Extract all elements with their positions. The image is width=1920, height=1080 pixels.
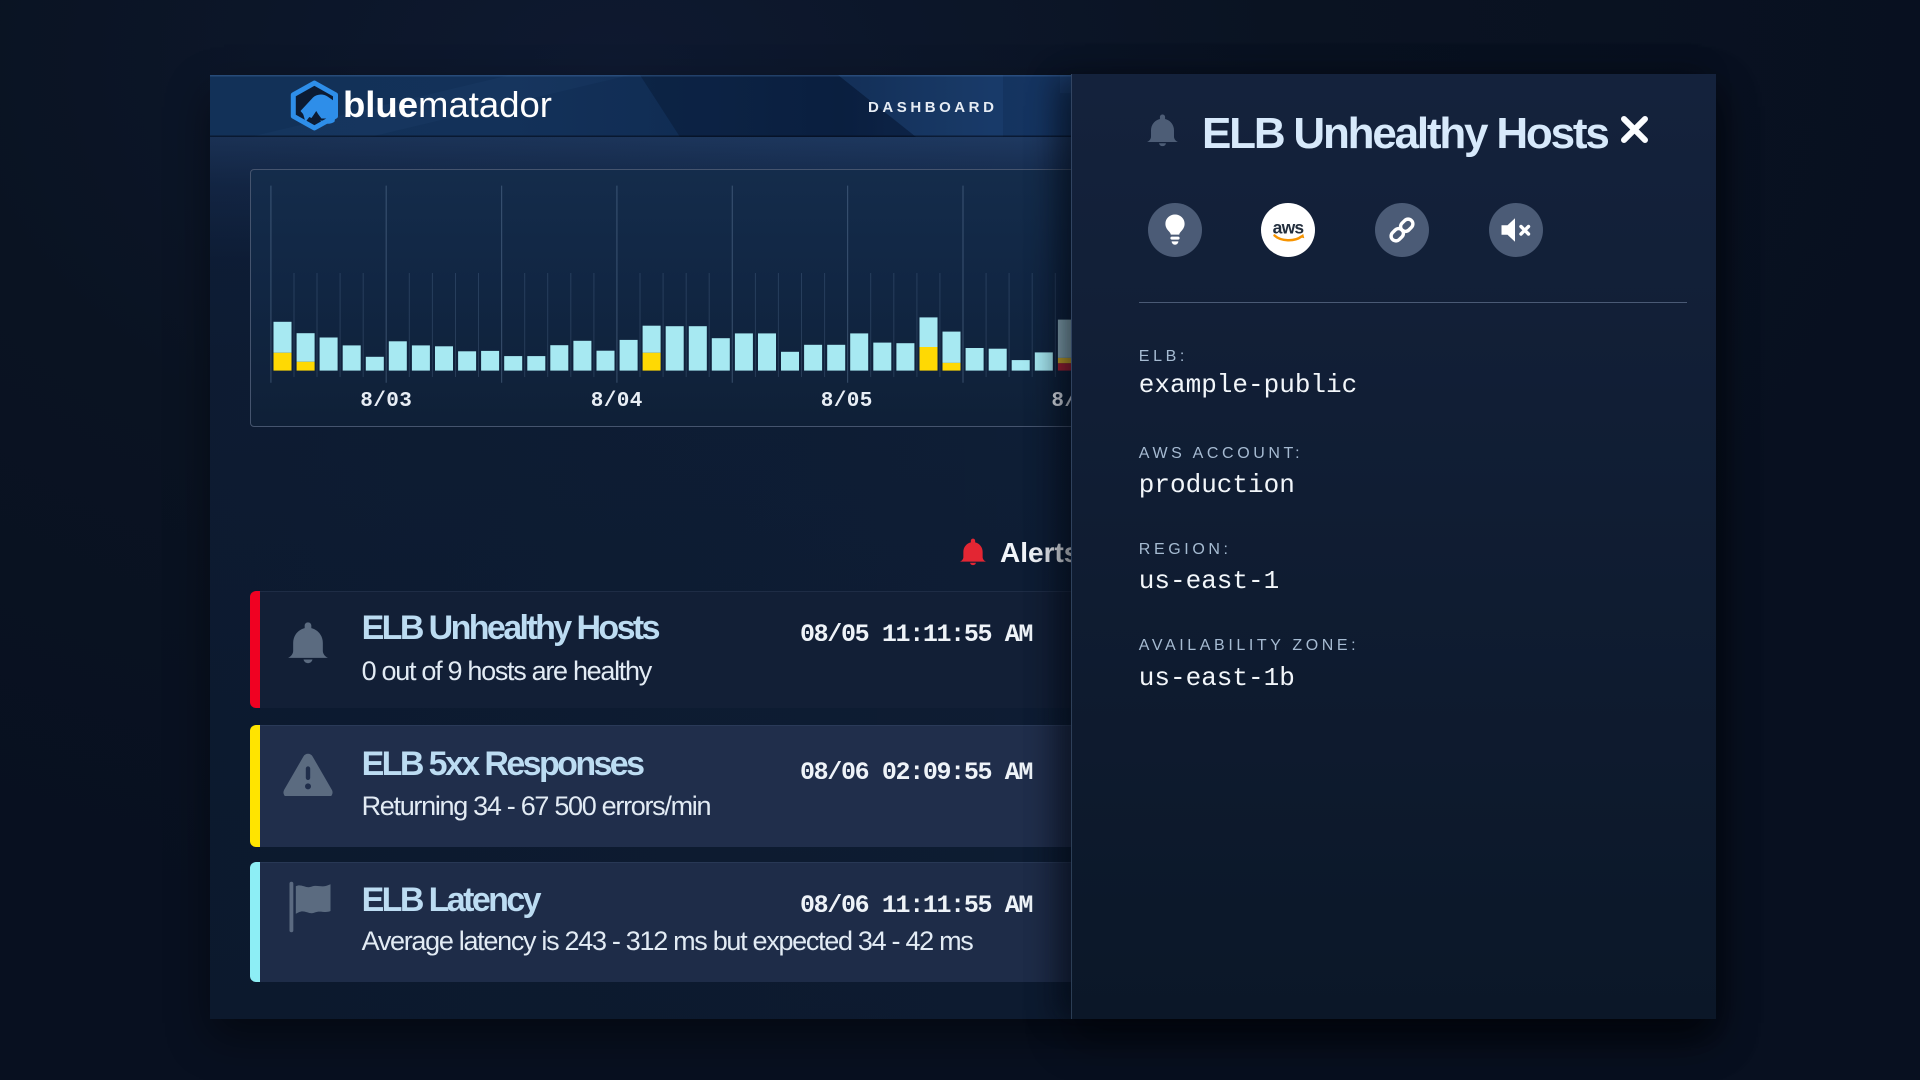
- svg-text:8/04: 8/04: [591, 390, 643, 413]
- svg-text:8/03: 8/03: [360, 390, 412, 413]
- svg-text:aws: aws: [1273, 218, 1305, 238]
- svg-text:8/05: 8/05: [821, 390, 873, 413]
